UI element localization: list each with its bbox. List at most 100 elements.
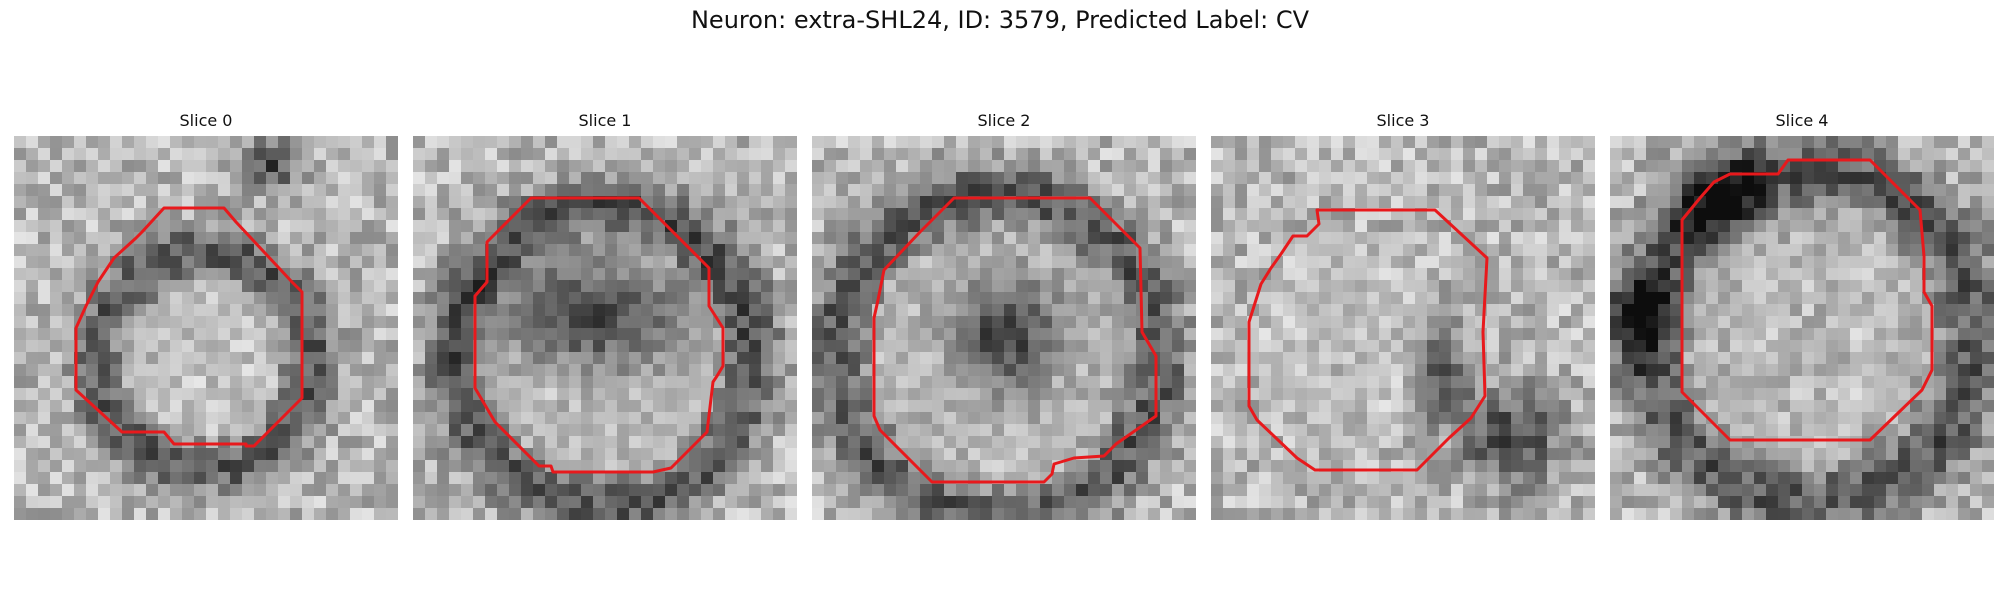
image-pixel [1634,424,1647,437]
image-pixel [1100,340,1113,353]
image-pixel [725,376,738,389]
image-pixel [1112,448,1125,461]
image-pixel [1982,316,1994,329]
image-pixel [629,232,642,245]
image-pixel [326,340,339,353]
image-pixel [1742,364,1755,377]
image-pixel [932,280,945,293]
image-pixel [713,460,726,473]
image-pixel [86,364,99,377]
image-pixel [74,496,87,509]
image-pixel [1934,316,1947,329]
image-pixel [1148,436,1161,449]
image-pixel [896,388,909,401]
image-pixel [1064,220,1077,233]
image-pixel [665,436,678,449]
image-pixel [1319,280,1332,293]
image-pixel [1886,232,1899,245]
image-pixel [425,232,438,245]
image-pixel [980,352,993,365]
image-pixel [980,148,993,161]
image-pixel [725,160,738,173]
image-pixel [836,496,849,509]
image-pixel [1391,148,1404,161]
image-pixel [1583,376,1595,389]
image-pixel [1910,136,1923,149]
image-pixel [1331,268,1344,281]
image-pixel [1778,280,1791,293]
image-pixel [557,508,570,520]
image-pixel [497,184,510,197]
image-pixel [1946,280,1959,293]
image-pixel [1910,160,1923,173]
image-pixel [1934,172,1947,185]
image-pixel [1052,412,1065,425]
image-pixel [1088,316,1101,329]
image-pixel [194,364,207,377]
image-pixel [932,484,945,497]
image-pixel [701,208,714,221]
image-pixel [1211,436,1224,449]
image-pixel [1946,340,1959,353]
image-pixel [182,232,195,245]
image-pixel [413,232,426,245]
image-pixel [1064,244,1077,257]
image-pixel [86,244,99,257]
image-pixel [1403,436,1416,449]
image-pixel [1307,472,1320,485]
image-pixel [1271,496,1284,509]
image-pixel [134,424,147,437]
image-pixel [1535,340,1548,353]
image-pixel [593,268,606,281]
image-pixel [314,208,327,221]
image-pixel [737,208,750,221]
image-pixel [1307,388,1320,401]
image-pixel [1874,256,1887,269]
image-pixel [1160,376,1173,389]
image-pixel [26,316,39,329]
image-pixel [1052,160,1065,173]
image-pixel [1391,364,1404,377]
image-pixel [74,208,87,221]
image-pixel [992,208,1005,221]
image-pixel [1946,316,1959,329]
image-pixel [1355,292,1368,305]
image-pixel [1718,340,1731,353]
image-pixel [425,196,438,209]
image-pixel [812,388,825,401]
image-pixel [944,400,957,413]
image-pixel [836,436,849,449]
image-pixel [1946,232,1959,245]
image-pixel [773,448,786,461]
image-pixel [1826,196,1839,209]
image-pixel [1730,376,1743,389]
image-pixel [932,256,945,269]
image-pixel [908,352,921,365]
image-pixel [425,244,438,257]
image-pixel [1742,220,1755,233]
image-pixel [1670,412,1683,425]
image-pixel [1583,316,1595,329]
image-pixel [1235,304,1248,317]
image-pixel [1160,484,1173,497]
image-pixel [1391,508,1404,520]
image-pixel [425,424,438,437]
image-pixel [473,184,486,197]
image-pixel [254,340,267,353]
image-pixel [713,220,726,233]
image-pixel [218,304,231,317]
image-pixel [1523,220,1536,233]
image-pixel [1259,508,1272,520]
image-pixel [26,304,39,317]
image-pixel [374,340,387,353]
image-pixel [581,172,594,185]
image-pixel [1646,448,1659,461]
image-pixel [170,472,183,485]
image-pixel [1511,196,1524,209]
image-pixel [266,412,279,425]
image-pixel [653,376,666,389]
image-pixel [278,496,291,509]
image-pixel [713,208,726,221]
image-pixel [98,352,111,365]
image-pixel [485,304,498,317]
